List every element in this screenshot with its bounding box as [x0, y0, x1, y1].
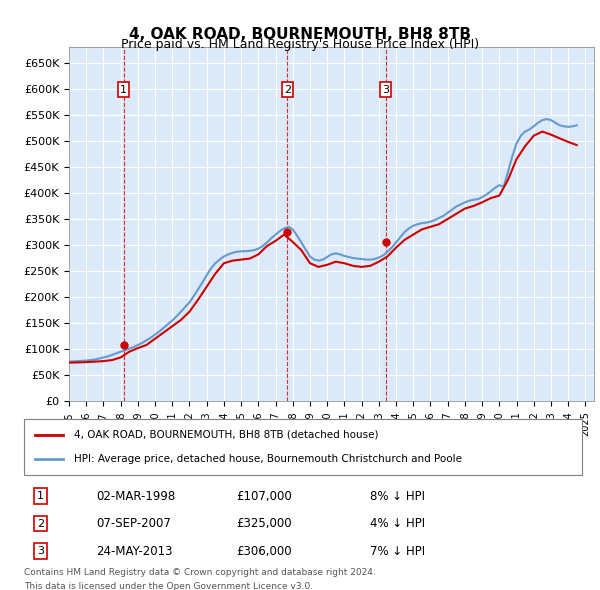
Text: 02-MAR-1998: 02-MAR-1998: [97, 490, 176, 503]
Text: 4% ↓ HPI: 4% ↓ HPI: [370, 517, 425, 530]
Text: 4, OAK ROAD, BOURNEMOUTH, BH8 8TB: 4, OAK ROAD, BOURNEMOUTH, BH8 8TB: [129, 27, 471, 41]
Text: 07-SEP-2007: 07-SEP-2007: [97, 517, 172, 530]
Text: This data is licensed under the Open Government Licence v3.0.: This data is licensed under the Open Gov…: [24, 582, 313, 590]
Text: 4, OAK ROAD, BOURNEMOUTH, BH8 8TB (detached house): 4, OAK ROAD, BOURNEMOUTH, BH8 8TB (detac…: [74, 430, 379, 440]
Text: 1: 1: [120, 85, 127, 94]
Text: 24-MAY-2013: 24-MAY-2013: [97, 545, 173, 558]
FancyBboxPatch shape: [24, 419, 582, 475]
Text: Price paid vs. HM Land Registry's House Price Index (HPI): Price paid vs. HM Land Registry's House …: [121, 38, 479, 51]
Text: 3: 3: [382, 85, 389, 94]
Text: 7% ↓ HPI: 7% ↓ HPI: [370, 545, 425, 558]
Text: 2: 2: [284, 85, 291, 94]
Text: 1: 1: [37, 491, 44, 502]
Text: Contains HM Land Registry data © Crown copyright and database right 2024.: Contains HM Land Registry data © Crown c…: [24, 568, 376, 577]
Text: £306,000: £306,000: [236, 545, 292, 558]
Text: 2: 2: [37, 519, 44, 529]
Text: HPI: Average price, detached house, Bournemouth Christchurch and Poole: HPI: Average price, detached house, Bour…: [74, 454, 462, 464]
Text: £325,000: £325,000: [236, 517, 292, 530]
Text: 3: 3: [37, 546, 44, 556]
Text: 8% ↓ HPI: 8% ↓ HPI: [370, 490, 425, 503]
Text: £107,000: £107,000: [236, 490, 292, 503]
